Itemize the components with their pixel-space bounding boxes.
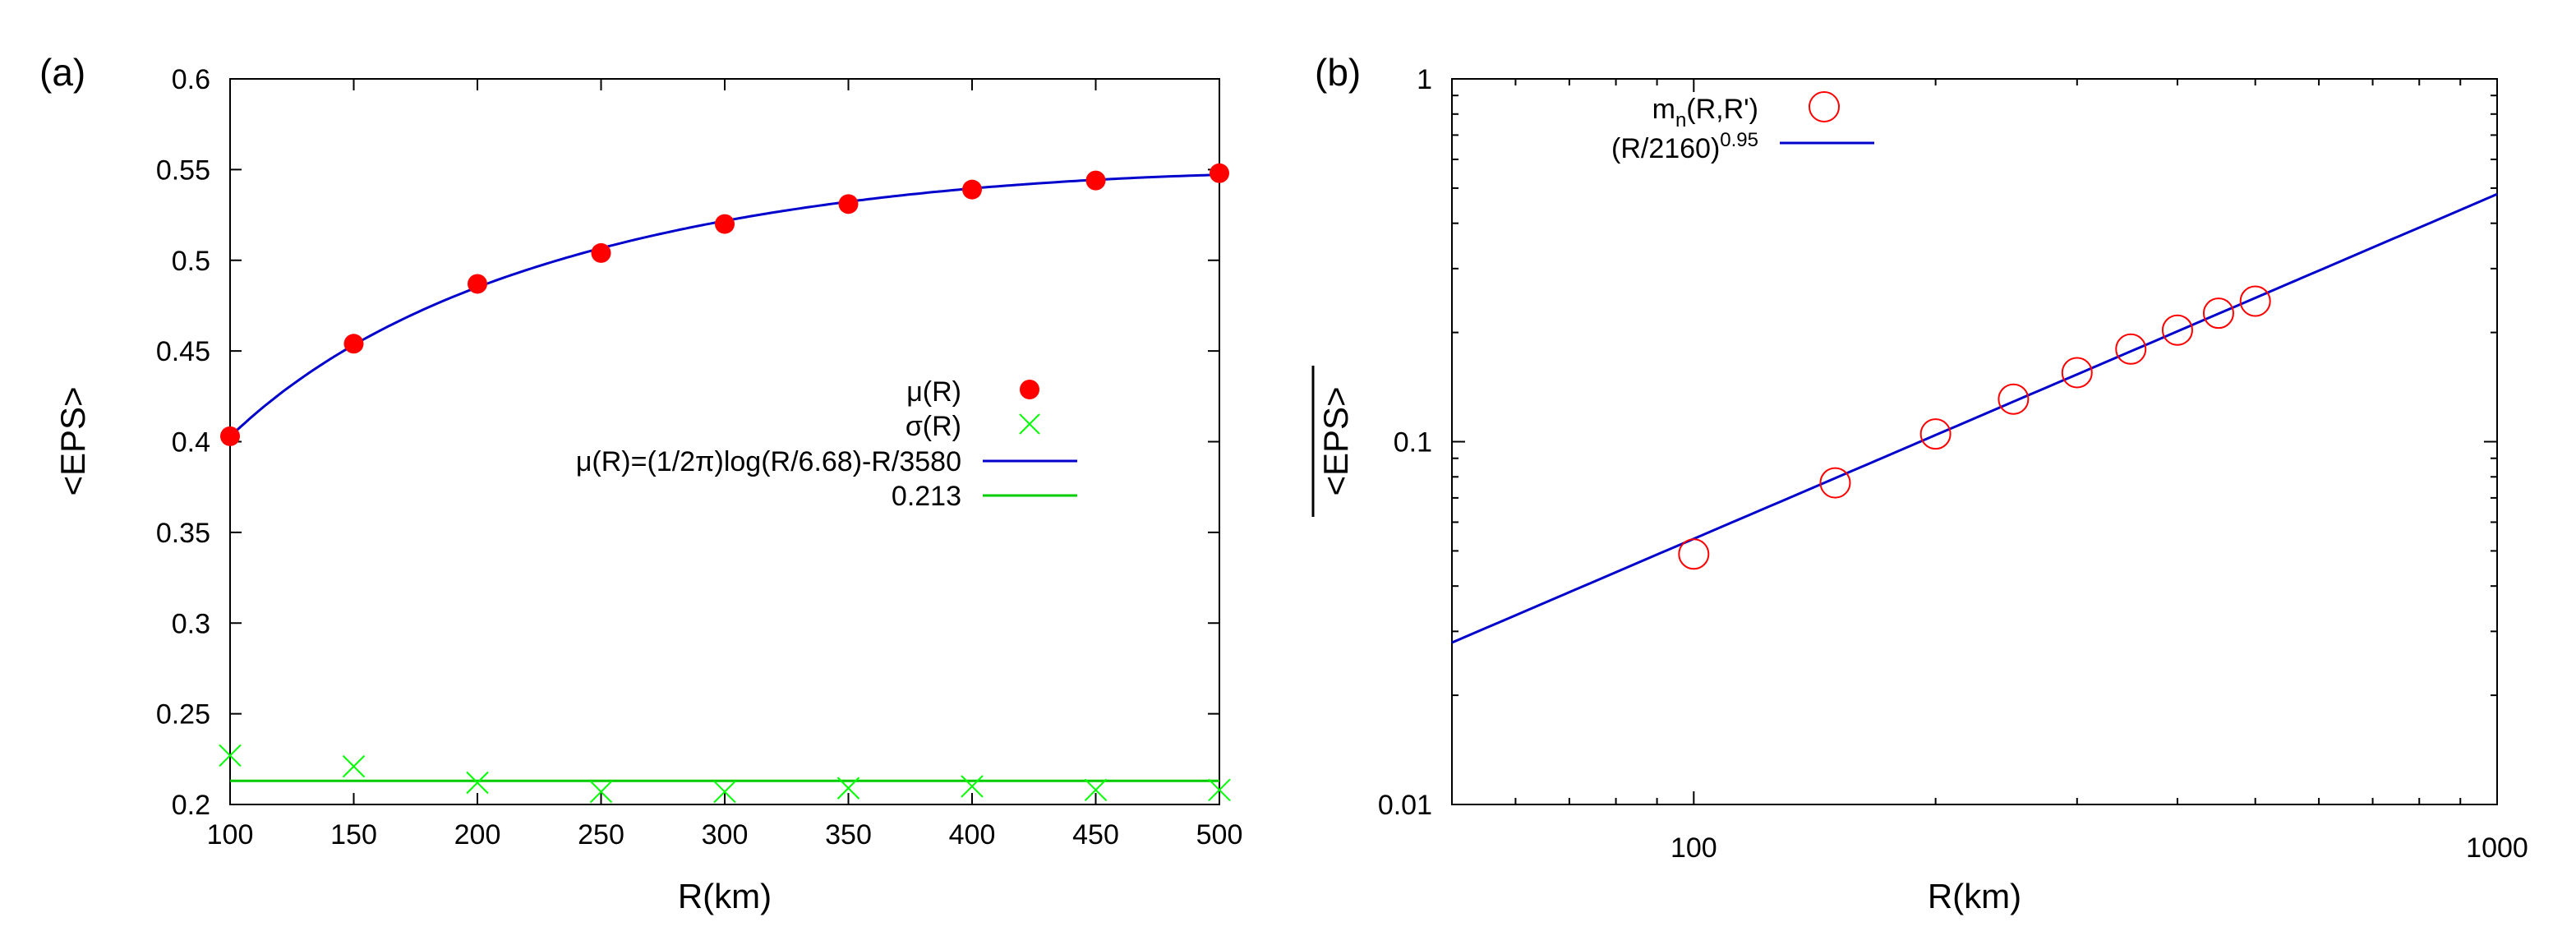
x-tick-label: 500 (1196, 819, 1243, 850)
y-axis-title-a: <EPS> (53, 386, 92, 496)
sigma-point (589, 780, 613, 804)
x-tick-label: 450 (1072, 819, 1119, 850)
legend-label-fit: μ(R)=(1/2π)log(R/6.68)-R/3580 (576, 446, 961, 477)
mu-point (591, 242, 611, 263)
mn-point (2239, 285, 2271, 317)
mn-series (1678, 285, 2271, 570)
legend-label-mn: mn(R,R') (1652, 94, 1758, 131)
legend-marker-mu (1020, 380, 1039, 399)
y-tick-label: 0.3 (172, 608, 210, 639)
x-axis-title-b: R(km) (1928, 877, 2021, 915)
y-tick-label: 0.25 (156, 699, 210, 731)
sigma-point (836, 777, 860, 800)
legend-a: μ(R) σ(R) μ(R)=(1/2π)log(R/6.68)-R/3580 … (576, 376, 1077, 512)
legend-label-powerlaw: (R/2160)0.95 (1611, 129, 1758, 164)
sigma-point (1208, 778, 1231, 802)
mu-point (220, 426, 240, 446)
sigma-point (961, 775, 984, 798)
mn-point (2115, 333, 2147, 365)
y-tick-label: 0.2 (172, 790, 210, 821)
mu-point (343, 334, 364, 354)
mu-point (838, 194, 859, 214)
mn-point (1998, 383, 2030, 415)
sigma-series (219, 744, 1231, 804)
mu-point (1085, 170, 1106, 191)
panel-b-label: (b) (1315, 51, 1361, 94)
y-tick-label: 0.4 (172, 427, 210, 459)
x-tick-label: 200 (454, 819, 501, 850)
panel-a-label: (a) (39, 51, 85, 94)
mu-point (715, 214, 735, 234)
y-tick-label: 1 (1417, 64, 1432, 95)
y-tick-label: 0.5 (172, 246, 210, 277)
panel-a: (a) 100 150 200 250 300 350 400 450 500 0.20.250… (39, 51, 1242, 915)
mu-series (220, 163, 1229, 446)
y-ticks-b: 0.01 0.1 1 (1378, 64, 2497, 821)
mn-point (2161, 314, 2193, 346)
sigma-point (342, 754, 366, 778)
y-axis-title-b: <EPS> (1316, 386, 1355, 496)
power-law-line (1451, 192, 2498, 644)
mn-point (1678, 538, 1710, 570)
x-tick-label: 350 (825, 819, 872, 850)
y-tick-label: 0.35 (156, 518, 210, 549)
sigma-point (219, 744, 242, 768)
legend-label-const: 0.213 (892, 481, 961, 512)
legend-label-sigma: σ(R) (906, 411, 961, 442)
mu-fit-curve (228, 173, 1220, 438)
y-tick-label: 0.6 (172, 64, 210, 95)
x-tick-label: 100 (207, 819, 254, 850)
plot-frame-b (1451, 78, 2498, 805)
x-tick-label: 400 (949, 819, 996, 850)
plot-frame-a (229, 78, 1220, 805)
y-tick-label: 0.45 (156, 336, 210, 367)
sigma-point (713, 780, 736, 804)
y-tick-label: 0.1 (1394, 427, 1432, 459)
y-tick-label: 0.55 (156, 154, 210, 186)
mu-point (962, 179, 982, 200)
sigma-point (466, 771, 489, 795)
legend-b: mn(R,R') (R/2160)0.95 (1611, 91, 1874, 164)
legend-marker-mn (1809, 91, 1840, 122)
legend-marker-sigma (1019, 413, 1040, 435)
mu-point (1210, 163, 1229, 183)
panel-b: (b) 100 1000 0.01 0.1 1 R(km) <EPS> mn(R,R'… (1311, 51, 2528, 915)
legend-label-mu: μ(R) (906, 376, 961, 408)
y-ticks-a: 0.2 0.25 0.3 0.35 0.4 0.45 0.5 0.55 0.6 (156, 64, 1219, 821)
mn-point (1919, 418, 1952, 450)
sigma-point (1084, 778, 1108, 802)
x-ticks-a: 100 150 200 250 300 350 400 450 500 (207, 79, 1243, 850)
mu-point (468, 274, 487, 294)
x-tick-label: 150 (330, 819, 377, 850)
x-tick-label: 300 (702, 819, 749, 850)
mn-point (2061, 357, 2093, 389)
x-tick-label: 250 (578, 819, 624, 850)
x-axis-title-a: R(km) (678, 877, 772, 915)
mn-point (1819, 467, 1851, 499)
mn-point (2202, 297, 2234, 330)
x-tick-label: 1000 (2466, 832, 2528, 864)
x-ticks-b: 100 1000 (1451, 79, 2528, 864)
x-tick-label: 100 (1670, 832, 1717, 864)
y-tick-label: 0.01 (1378, 790, 1432, 821)
